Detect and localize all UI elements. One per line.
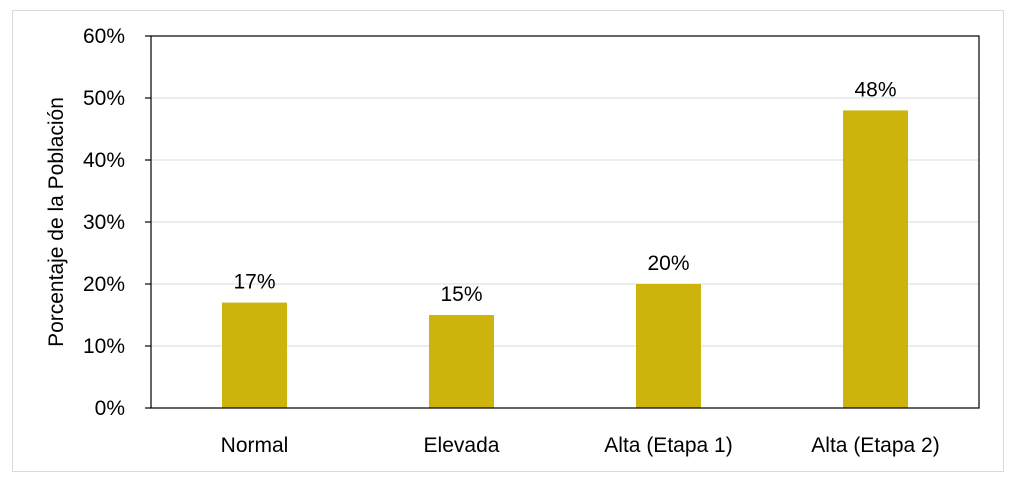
data-label: 20% [647, 252, 689, 275]
y-tick-label: 30% [83, 211, 125, 234]
x-category-label: Alta (Etapa 1) [604, 434, 732, 457]
bar-1 [222, 302, 287, 408]
y-axis-ticks: 0% 10% 20% 30% 40% 50% 60% [83, 25, 151, 420]
bar-2 [429, 315, 494, 408]
x-axis-categories: Normal Elevada Alta (Etapa 1) Alta (Etapa 2… [221, 434, 940, 457]
data-label: 17% [233, 271, 275, 294]
data-labels: 17% 15% 20% 48% [233, 78, 896, 306]
bars [222, 110, 908, 409]
x-category-label: Elevada [424, 434, 500, 457]
y-tick-label: 20% [83, 273, 125, 296]
x-category-label: Normal [221, 434, 289, 457]
data-label: 15% [440, 283, 482, 306]
y-axis-title: Porcentaje de la Población [45, 97, 68, 347]
y-tick-label: 10% [83, 335, 125, 358]
bar-3 [636, 284, 701, 408]
y-tick-label: 0% [95, 397, 125, 420]
data-label: 48% [854, 78, 896, 101]
y-tick-label: 40% [83, 149, 125, 172]
y-tick-label: 50% [83, 87, 125, 110]
gridlines [151, 97, 979, 347]
chart-frame [12, 10, 1004, 472]
x-category-label: Alta (Etapa 2) [811, 434, 939, 457]
y-tick-label: 60% [83, 25, 125, 48]
bar-4 [843, 110, 908, 409]
